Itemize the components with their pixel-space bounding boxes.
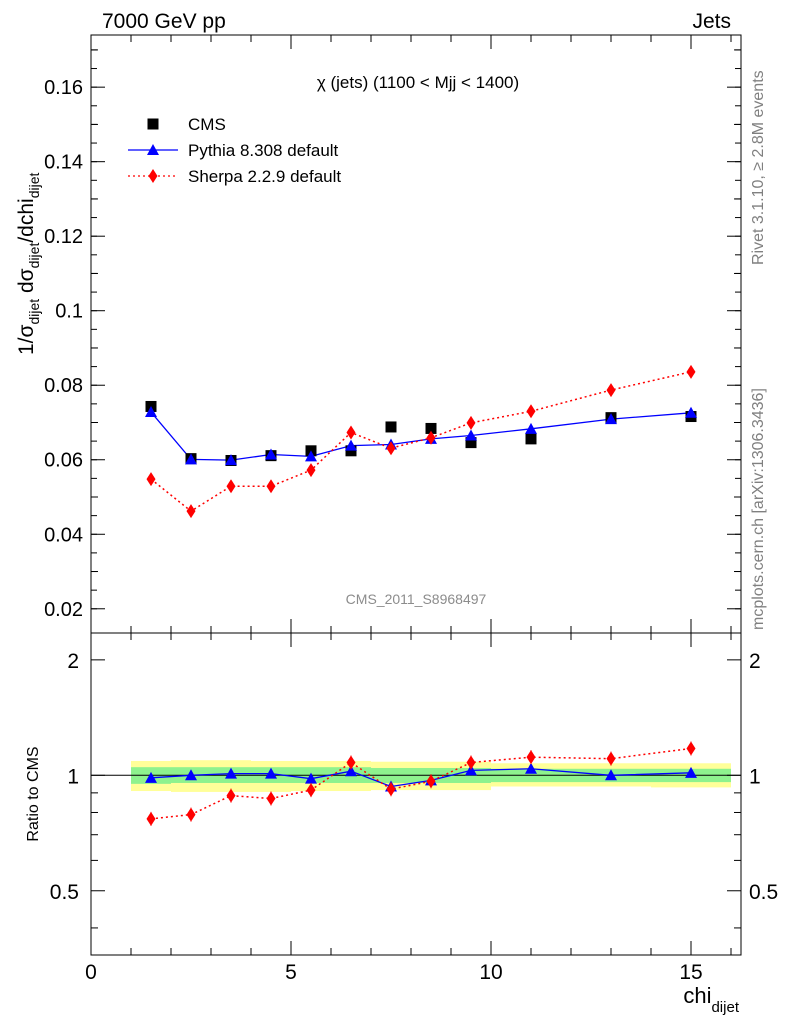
series-point-pythia xyxy=(265,448,277,460)
series-point-sherpa xyxy=(686,364,696,379)
ratio-point-sherpa xyxy=(466,755,476,770)
x-axis-label: chidijet xyxy=(683,983,739,1016)
series-point-pythia xyxy=(605,413,617,425)
main-title: χ (jets) (1100 < Mjj < 1400) xyxy=(317,73,519,92)
series-point-sherpa xyxy=(346,425,356,440)
ratio-xtick-label: 5 xyxy=(285,961,297,984)
ratio-ytick-label-right: 2 xyxy=(749,650,761,673)
main-series xyxy=(145,364,697,519)
main-ytick-label: 0.04 xyxy=(44,524,83,546)
header-right: Jets xyxy=(692,10,731,33)
legend-marker xyxy=(147,118,159,130)
ratio-point-sherpa xyxy=(146,811,156,826)
series-point-sherpa xyxy=(266,479,276,494)
main-ytick-label: 0.12 xyxy=(44,226,83,248)
legend: CMS Pythia 8.308 default Sherpa 2.2.9 defa… xyxy=(128,115,341,186)
series-point-sherpa xyxy=(606,383,616,398)
main-panel: 0.02 0.04 0.06 0.08 0.1 0.12 0.14 0.16 χ (jets)… xyxy=(44,34,742,634)
series-point-sherpa xyxy=(386,441,396,456)
ratio-point-pythia xyxy=(685,766,697,778)
legend-label: CMS xyxy=(188,115,226,134)
series-line-sherpa xyxy=(150,371,692,513)
ratio-point-sherpa xyxy=(386,782,396,797)
series-point-sherpa xyxy=(186,504,196,519)
ratio-point-sherpa xyxy=(686,741,696,756)
ratio-ytick-label-right: 1 xyxy=(749,765,761,788)
series-point-cms xyxy=(425,422,437,434)
ratio-point-pythia xyxy=(265,767,277,779)
ratio-line-pythia xyxy=(150,768,692,788)
main-ytick-label: 0.16 xyxy=(44,77,83,99)
ratio-point-sherpa xyxy=(606,751,616,766)
legend-marker xyxy=(148,169,158,183)
main-ytick-label: 0.14 xyxy=(44,152,83,174)
ratio-point-sherpa xyxy=(226,788,236,803)
series-point-sherpa xyxy=(426,430,436,445)
ratio-ytick-label: 0.5 xyxy=(50,881,79,904)
series-line-pythia xyxy=(150,411,692,461)
ratio-point-pythia xyxy=(305,772,317,784)
series-point-cms xyxy=(465,437,477,449)
ratio-point-pythia xyxy=(225,767,237,779)
ratio-series xyxy=(145,741,697,826)
series-point-cms xyxy=(525,433,537,445)
main-ytick-label: 0.1 xyxy=(55,301,83,323)
series-point-pythia xyxy=(465,429,477,441)
ratio-ytick-label: 2 xyxy=(67,650,79,673)
series-point-sherpa xyxy=(226,479,236,494)
series-point-sherpa xyxy=(146,472,156,487)
series-point-sherpa xyxy=(466,415,476,430)
main-ytick-label: 0.02 xyxy=(44,599,83,621)
ratio-point-pythia xyxy=(145,771,157,783)
ratio-point-sherpa xyxy=(346,755,356,770)
ratio-ytick-label: 1 xyxy=(67,765,79,788)
ratio-ytick-label-right: 0.5 xyxy=(749,881,778,904)
series-point-sherpa xyxy=(526,404,536,419)
svg-text:1/σdijet dσdijet/dchidijet: 1/σdijet dσdijet/dchidijet xyxy=(15,173,42,355)
ratio-xtick-label: 10 xyxy=(479,961,502,984)
ratio-xtick-label: 0 xyxy=(85,961,97,984)
ratio-point-pythia xyxy=(465,764,477,776)
ratio-axis-ticks: 0 5 10 15 0.5 0.5 1 1 2 2 xyxy=(50,633,778,984)
series-point-cms xyxy=(385,421,397,433)
ratio-ylabel: Ratio to CMS xyxy=(25,746,42,841)
main-ylabel: 1/σdijet dσdijet/dchidijet xyxy=(15,173,42,355)
ratio-point-sherpa xyxy=(306,783,316,798)
series-point-pythia xyxy=(345,439,357,451)
series-point-pythia xyxy=(185,453,197,465)
analysis-watermark: CMS_2011_S8968497 xyxy=(346,591,487,607)
ratio-point-sherpa xyxy=(526,750,536,765)
series-point-sherpa xyxy=(306,463,316,478)
legend-label: Sherpa 2.2.9 default xyxy=(188,167,341,186)
ratio-line-sherpa xyxy=(150,747,692,820)
ratio-plot-frame xyxy=(90,632,742,956)
ratio-panel: 0 5 10 15 0.5 0.5 1 1 2 2 xyxy=(50,632,778,984)
ratio-point-pythia xyxy=(185,769,197,781)
header-left: 7000 GeV pp xyxy=(102,10,226,33)
series-point-pythia xyxy=(145,406,157,418)
main-ytick-label: 0.06 xyxy=(44,450,83,472)
legend-label: Pythia 8.308 default xyxy=(188,141,339,160)
legend-marker xyxy=(147,144,159,155)
ratio-xtick-label: 15 xyxy=(679,961,702,984)
series-point-pythia xyxy=(305,450,317,462)
ratio-point-sherpa xyxy=(266,791,276,806)
series-point-pythia xyxy=(225,454,237,466)
main-ytick-label: 0.08 xyxy=(44,375,83,397)
main-axis-ticks: 0.02 0.04 0.06 0.08 0.1 0.12 0.14 0.16 xyxy=(44,35,741,633)
ratio-point-pythia xyxy=(345,765,357,777)
svg-text:chidijet: chidijet xyxy=(683,983,739,1016)
rivet-label: Rivet 3.1.10, ≥ 2.8M events xyxy=(750,70,767,265)
ratio-point-sherpa xyxy=(186,807,196,822)
ratio-point-sherpa xyxy=(426,774,436,789)
series-point-pythia xyxy=(685,406,697,418)
series-point-pythia xyxy=(525,422,537,434)
series-point-cms xyxy=(345,445,357,457)
ratio-point-pythia xyxy=(525,762,537,774)
mcplots-label: mcplots.cern.ch [arXiv:1306.3436] xyxy=(750,388,767,630)
ratio-point-pythia xyxy=(605,769,617,781)
